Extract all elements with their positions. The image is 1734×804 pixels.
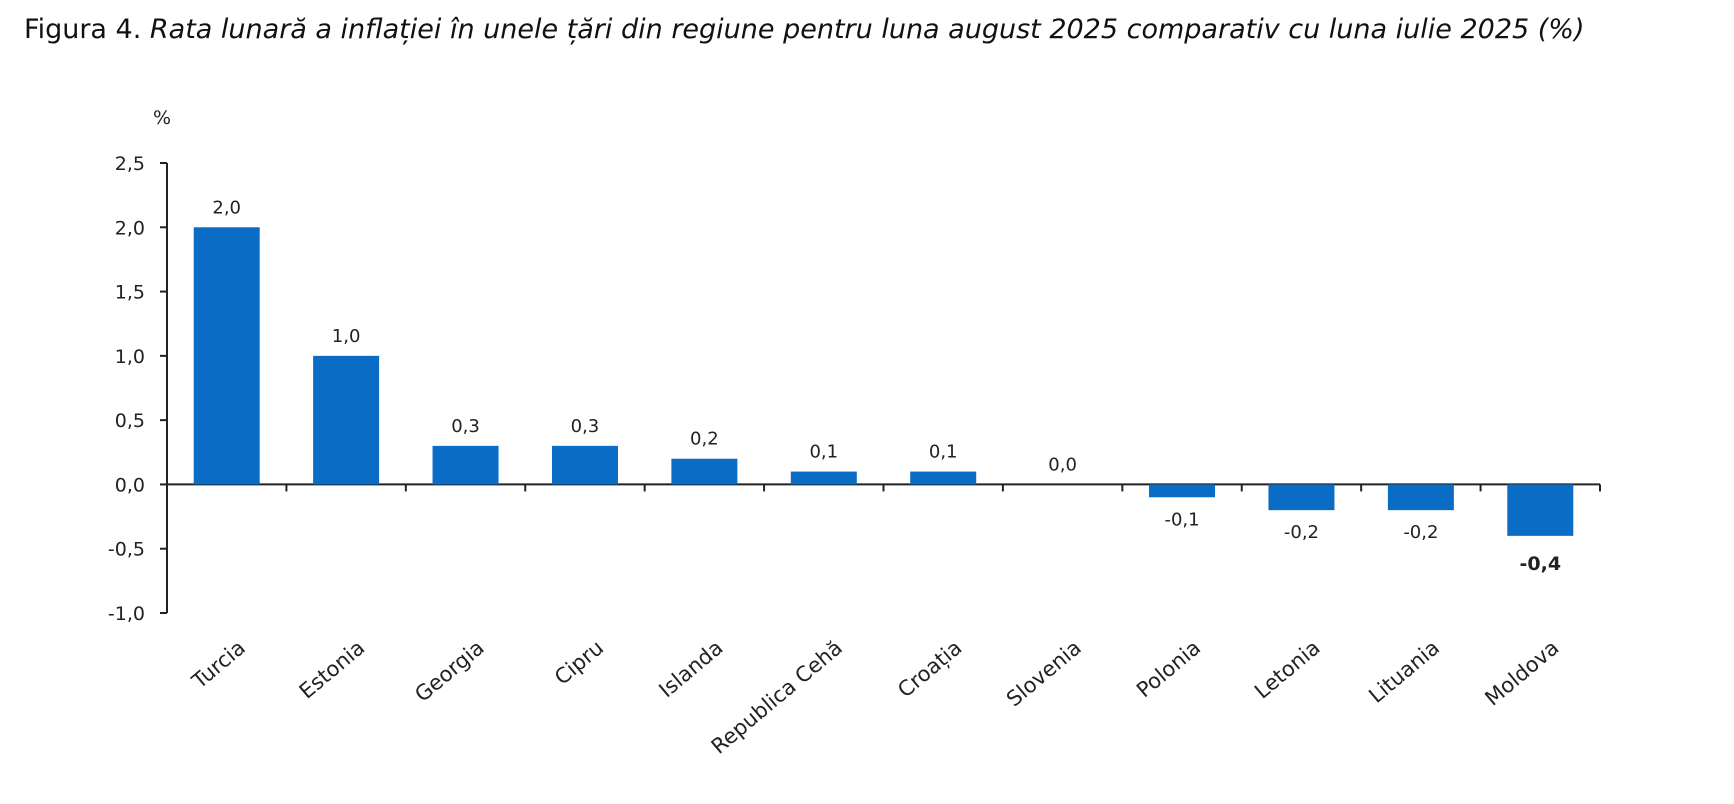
data-label: 0,0 [1048,454,1077,475]
category-label: Georgia [410,635,489,706]
data-label: 0,3 [571,416,600,437]
y-tick-label: -0,5 [108,539,145,561]
bar [193,227,260,485]
bar [551,445,618,485]
data-labels: 2,0 1,0 0,3 0,3 0,2 0,1 0,1 0,0 -0,1 -0,2 -0,2 -0,4 [212,197,1561,575]
bar [910,471,977,485]
bar [1268,484,1335,511]
figure-label: Figura 4 [24,14,133,45]
y-tick-label: 2,0 [115,217,145,239]
y-tick-label: 0,0 [115,474,145,496]
category-label: Letonia [1250,635,1325,703]
y-tick-label: 1,0 [115,346,145,368]
data-label: -0,2 [1403,522,1438,543]
y-axis-unit: % [153,107,171,129]
category-label: Estonia [295,635,370,703]
category-label: Islanda [654,635,727,702]
x-axis [167,483,1601,492]
y-tick-label: -1,0 [108,603,145,625]
chart-title: Figura 4. Rata lunară a inflației în une… [24,14,1714,45]
y-tick-label: 0,5 [115,410,145,432]
category-label: Moldova [1480,635,1563,710]
figure-separator: . [132,14,150,45]
category-labels: Turcia Estonia Georgia Cipru IslandaRepublic… [187,635,1564,758]
bar [1149,484,1216,498]
figure-caption: Rata lunară a inflației în unele țări di… [149,14,1585,45]
bar [313,355,380,485]
bar [1507,484,1574,536]
data-label: 1,0 [332,326,361,347]
data-label: -0,1 [1164,509,1199,530]
category-label: Croația [893,635,966,702]
category-label: Polonia [1132,635,1205,702]
y-tick-label: 2,5 [115,153,145,175]
y-axis: 2,5 2,0 1,5 1,0 0,5 0,0 -0,5 -1,0 [108,153,168,625]
data-label: 2,0 [212,197,241,218]
category-label: Slovenia [1002,635,1086,711]
data-label: 0,1 [929,442,958,463]
data-label: -0,2 [1284,522,1319,543]
y-tick-label: 1,5 [115,282,145,304]
data-label: -0,4 [1520,553,1562,575]
category-label: Republica Cehă [707,635,847,758]
bars [193,227,1574,536]
data-label: 0,2 [690,429,719,450]
category-label: Cipru [550,635,608,689]
bar [1387,484,1454,511]
bar [432,445,499,485]
bar [790,471,857,485]
data-label: 0,3 [451,416,480,437]
category-label: Turcia [187,635,250,693]
data-label: 0,1 [809,442,838,463]
category-label: Lituania [1364,635,1444,707]
bar [671,458,738,485]
